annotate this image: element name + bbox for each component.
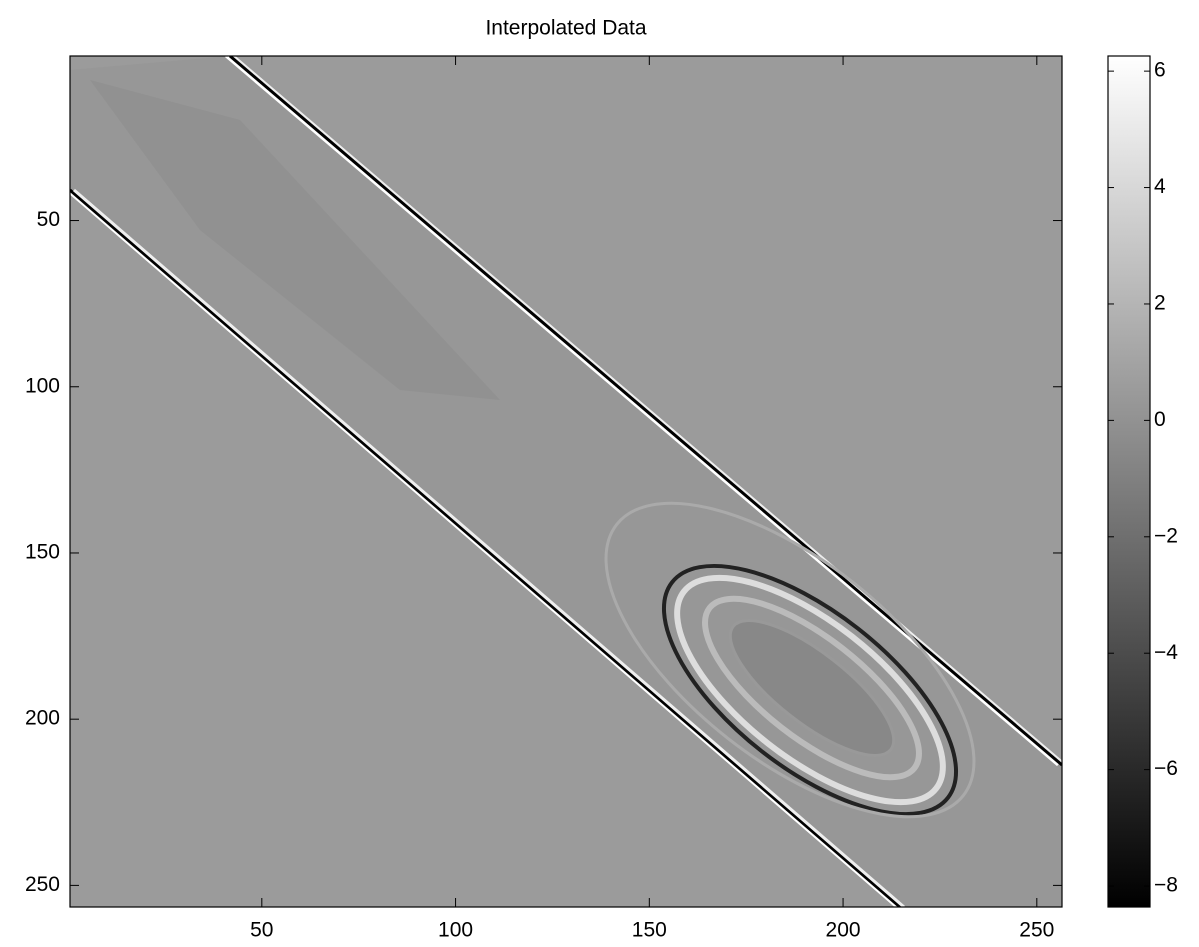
- y-tick-label: 150: [25, 541, 60, 564]
- x-tick-label: 250: [1019, 919, 1054, 942]
- colorbar-tick-label: −2: [1154, 524, 1178, 547]
- chart-title: Interpolated Data: [485, 17, 646, 40]
- colorbar-tick-label: 4: [1154, 175, 1166, 198]
- colorbar-tick-label: 6: [1154, 59, 1166, 82]
- plot-frame: [69, 55, 1063, 908]
- x-tick-label: 200: [826, 919, 861, 942]
- colorbar-tick-label: −4: [1154, 641, 1178, 664]
- colorbar-tick-label: −8: [1154, 874, 1178, 897]
- colorbar-tick-label: 0: [1154, 408, 1166, 431]
- y-tick-label: 200: [25, 707, 60, 730]
- heatmap-image: [70, 56, 1062, 907]
- x-tick-label: 50: [250, 919, 273, 942]
- y-tick-label: 250: [25, 873, 60, 896]
- y-tick-label: 50: [37, 208, 60, 231]
- colorbar-tick-label: −6: [1154, 757, 1178, 780]
- colorbar-tick-label: 2: [1154, 292, 1166, 315]
- y-tick-label: 100: [25, 374, 60, 397]
- x-tick-label: 100: [438, 919, 473, 942]
- x-tick-label: 150: [632, 919, 667, 942]
- colorbar: [1107, 55, 1151, 908]
